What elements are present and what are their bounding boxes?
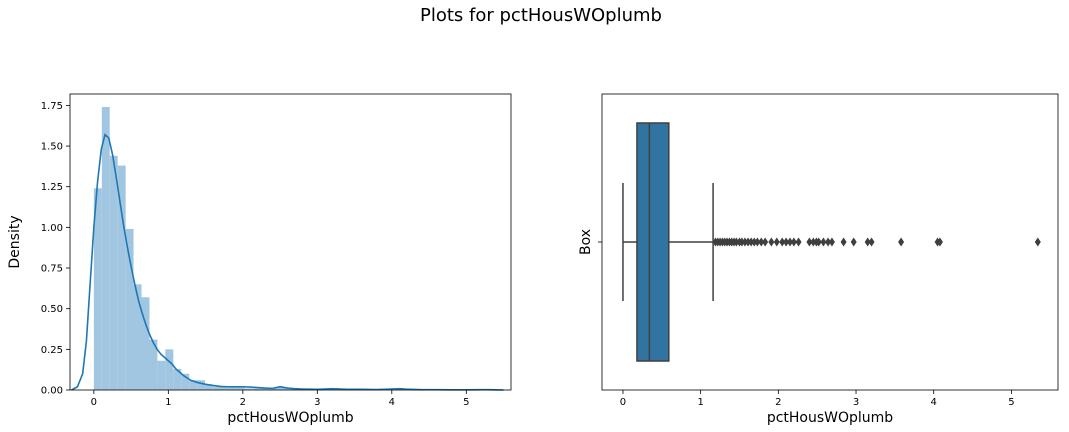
outlier-point xyxy=(828,237,835,247)
outlier-point xyxy=(738,237,745,247)
x-tick-label: 2 xyxy=(240,397,246,408)
outlier-point xyxy=(850,237,857,247)
histogram-bar xyxy=(284,388,293,390)
outlier-point xyxy=(815,237,822,247)
outlier-point xyxy=(751,237,758,247)
histogram-bar xyxy=(205,385,214,390)
histogram-bar xyxy=(292,389,301,390)
histogram-bar xyxy=(260,388,269,390)
y-tick-label: 0.75 xyxy=(41,264,63,275)
histogram-y-axis-label: Density xyxy=(7,215,23,268)
histogram-bar xyxy=(189,380,198,390)
boxplot-x-ticks: 0 1 2 3 4 5 xyxy=(620,390,1015,408)
figure-title: Plots for pctHousWOplumb xyxy=(420,5,662,26)
histogram-x-axis-label: pctHousWOplumb xyxy=(227,410,353,426)
outlier-point xyxy=(936,237,943,247)
histogram-bar xyxy=(236,386,245,390)
histogram-bar xyxy=(157,360,166,390)
outlier-point xyxy=(795,237,802,247)
outlier-point xyxy=(820,237,827,247)
histogram-bar xyxy=(133,284,142,390)
boxplot-x-axis-label: pctHousWOplumb xyxy=(767,410,893,426)
outlier-point xyxy=(810,237,817,247)
outlier-point xyxy=(864,237,871,247)
histogram-bar xyxy=(181,373,190,390)
kde-curve xyxy=(71,133,504,391)
histogram-x-ticks: 0 1 2 3 4 5 xyxy=(91,390,469,408)
histogram-bars xyxy=(93,107,496,390)
outlier-point xyxy=(773,237,780,247)
y-tick-label: 0.25 xyxy=(41,345,63,356)
outlier-point xyxy=(758,237,765,247)
histogram-bar xyxy=(213,386,221,390)
outlier-point xyxy=(825,237,832,247)
histogram-bar xyxy=(149,339,158,390)
outlier-point xyxy=(741,237,748,247)
histogram-axes-frame xyxy=(69,93,512,391)
histogram-bar xyxy=(117,165,126,390)
outlier-point xyxy=(868,237,875,247)
histogram-bar xyxy=(244,388,253,390)
y-tick-label: 1.75 xyxy=(41,101,63,112)
histogram-bar xyxy=(173,368,182,390)
x-tick-label: 5 xyxy=(1008,397,1014,408)
outlier-point xyxy=(840,237,847,247)
histogram-bar xyxy=(101,107,110,390)
outlier-point xyxy=(1034,237,1041,247)
y-tick-label: 1.50 xyxy=(41,142,63,153)
histogram-bar xyxy=(220,386,229,390)
boxplot-marks xyxy=(622,122,1041,362)
histogram-bar xyxy=(165,349,174,390)
x-tick-label: 4 xyxy=(389,397,395,408)
outlier-point xyxy=(745,237,752,247)
outlier-point xyxy=(898,237,905,247)
outlier-point xyxy=(754,237,761,247)
histogram-bar xyxy=(141,297,150,390)
histogram-bar xyxy=(228,386,237,390)
x-tick-label: 1 xyxy=(697,397,703,408)
y-tick-label: 1.25 xyxy=(41,182,63,193)
x-tick-label: 0 xyxy=(620,397,626,408)
x-tick-label: 0 xyxy=(91,397,97,408)
x-tick-label: 3 xyxy=(314,397,320,408)
histogram-bar xyxy=(252,388,261,390)
outlier-point xyxy=(786,237,793,247)
outlier-point xyxy=(790,237,797,247)
histogram-bar xyxy=(109,155,118,390)
x-tick-label: 4 xyxy=(931,397,937,408)
boxplot-y-axis-label: Box xyxy=(578,229,594,255)
interquartile-box xyxy=(636,122,670,362)
histogram-bar xyxy=(276,386,285,390)
y-tick-label: 1.00 xyxy=(41,223,63,234)
y-tick-label: 0.00 xyxy=(41,386,63,397)
histogram-bar xyxy=(268,388,277,390)
outlier-point xyxy=(733,237,740,247)
outlier-point xyxy=(806,237,813,247)
outlier-point xyxy=(748,237,755,247)
x-tick-label: 1 xyxy=(165,397,171,408)
histogram-bar xyxy=(125,228,134,390)
histogram-y-ticks: 0.00 0.25 0.50 0.75 1.00 1.25 1.50 1.75 xyxy=(41,101,70,397)
outlier-point xyxy=(783,237,790,247)
outlier-point xyxy=(779,237,786,247)
outlier-point xyxy=(768,237,775,247)
x-tick-label: 5 xyxy=(463,397,469,408)
histogram-bar xyxy=(197,380,206,390)
histogram-bar xyxy=(93,188,102,390)
y-tick-label: 0.50 xyxy=(41,304,63,315)
x-tick-label: 3 xyxy=(853,397,859,408)
x-tick-label: 2 xyxy=(775,397,781,408)
outlier-point xyxy=(762,237,769,247)
